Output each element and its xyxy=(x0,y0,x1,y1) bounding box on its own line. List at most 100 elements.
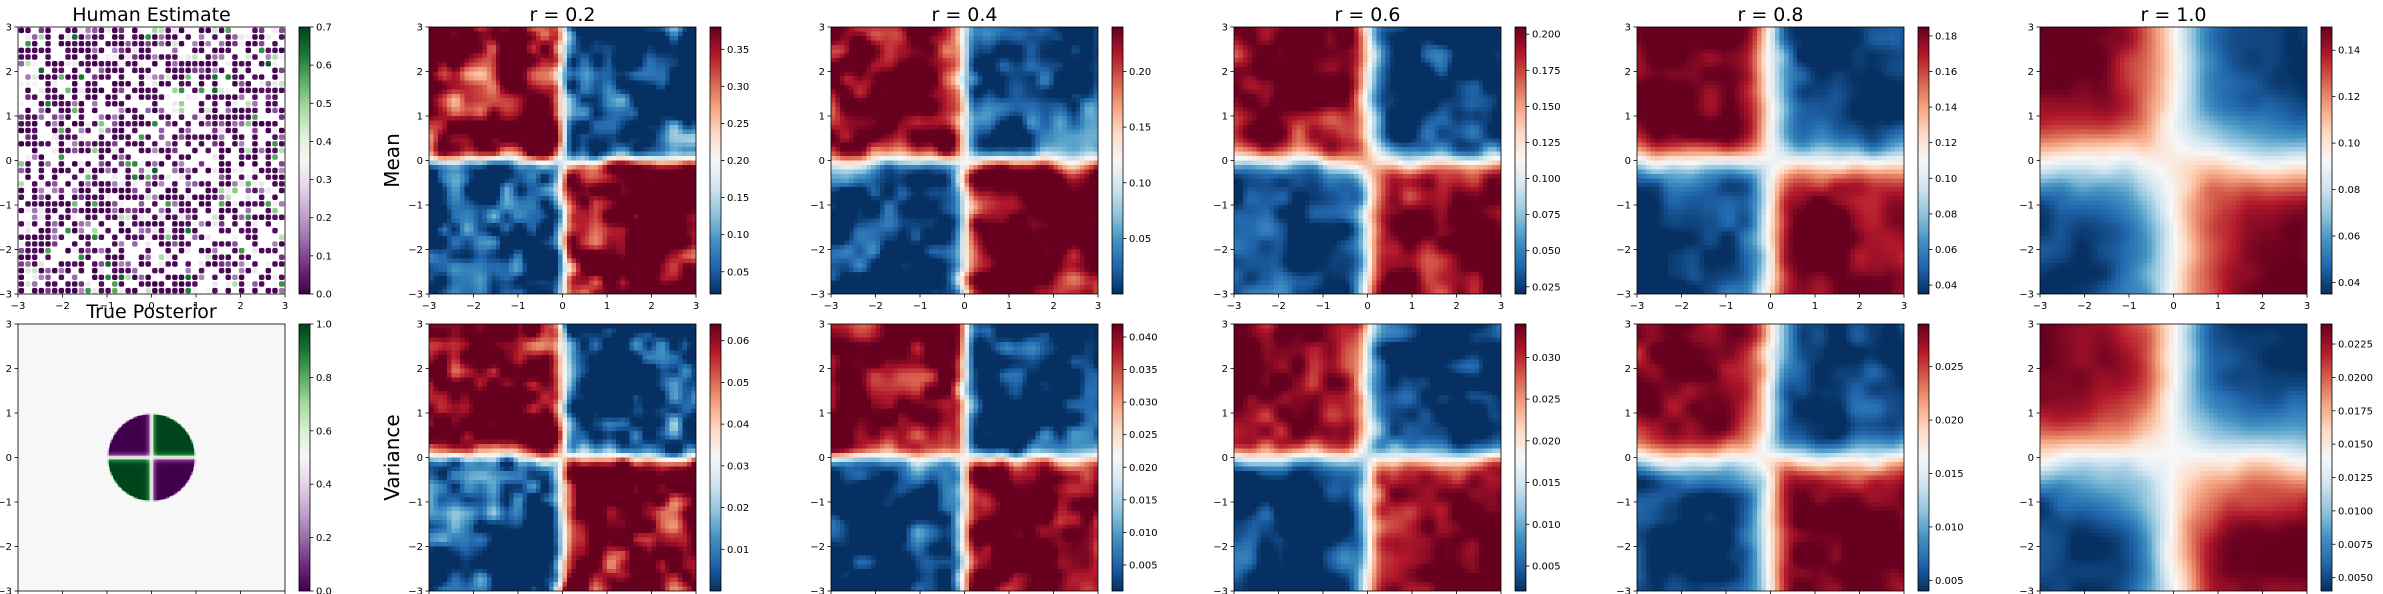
sample-point xyxy=(25,261,31,267)
sample-point xyxy=(265,154,272,160)
sample-point xyxy=(18,254,25,261)
panel-r06-var: −3 −2 −1 0 1 2 3−3 −2 −1 0 1 2 3 0.005 0.010 0.015 0.020… xyxy=(1213,320,1561,594)
y-tick-label: 0 xyxy=(417,156,423,167)
x-tick-label: 3 xyxy=(282,301,288,312)
sample-point xyxy=(65,134,71,140)
sample-point xyxy=(118,261,125,267)
sample-point xyxy=(31,261,38,267)
sample-point xyxy=(272,87,278,94)
sample-point xyxy=(112,27,118,34)
sample-point xyxy=(118,254,125,261)
sample-point xyxy=(272,101,278,107)
sample-point xyxy=(272,60,278,67)
sample-point xyxy=(172,234,178,240)
sample-point xyxy=(205,261,211,267)
sample-point xyxy=(25,167,31,174)
sample-point xyxy=(245,87,252,94)
sample-point xyxy=(45,207,51,214)
colorbar: 0.01 0.02 0.03 0.04 0.05 0.06 xyxy=(709,323,749,592)
sample-point xyxy=(218,187,225,194)
sample-point xyxy=(272,247,278,254)
x-tick-label: −2 xyxy=(2077,301,2092,312)
sample-point xyxy=(118,281,125,287)
sample-point xyxy=(192,287,198,294)
sample-point xyxy=(138,201,145,207)
panel-title: r = 0.6 xyxy=(1334,4,1400,26)
sample-point xyxy=(25,221,31,227)
sample-point xyxy=(38,267,45,274)
sample-point xyxy=(138,161,145,167)
sample-point xyxy=(278,187,285,194)
sample-point xyxy=(238,227,245,234)
sample-point xyxy=(272,127,278,134)
sample-point xyxy=(258,281,265,287)
sample-point xyxy=(58,34,65,40)
sample-point xyxy=(192,274,198,281)
sample-point xyxy=(252,174,258,180)
sample-point xyxy=(65,141,71,147)
sample-point xyxy=(152,167,158,174)
y-tick-label: −3 xyxy=(2019,290,2034,301)
panel-true-posterior: −3 −2 −1 0 1 2 3 −3 −2 −1 0 1 2 3 True Posterior 0.0 0.2… xyxy=(0,301,332,594)
sample-point xyxy=(125,267,131,274)
sample-point xyxy=(105,127,111,134)
sample-point xyxy=(238,141,245,147)
sample-point xyxy=(205,60,211,67)
y-tick-label: 3 xyxy=(1625,23,1631,34)
sample-point xyxy=(118,67,125,74)
sample-point xyxy=(98,87,105,94)
sample-point xyxy=(132,40,138,47)
sample-point xyxy=(38,201,45,207)
sample-point xyxy=(218,121,225,127)
sample-point xyxy=(118,214,125,220)
sample-point xyxy=(31,40,38,47)
sample-point xyxy=(85,187,91,194)
sample-point xyxy=(25,40,31,47)
sample-point xyxy=(232,214,238,220)
sample-point xyxy=(18,47,25,54)
sample-point xyxy=(31,81,38,87)
x-tick-label: 3 xyxy=(693,301,699,312)
sample-point xyxy=(98,207,105,214)
sample-point xyxy=(78,47,85,54)
sample-point xyxy=(218,201,225,207)
sample-point xyxy=(218,194,225,200)
sample-point xyxy=(252,167,258,174)
sample-point xyxy=(172,254,178,261)
sample-point xyxy=(45,81,51,87)
colorbar-tick-label: 0.04 xyxy=(1935,281,1957,292)
sample-point xyxy=(258,74,265,80)
sample-point xyxy=(172,40,178,47)
sample-point xyxy=(118,247,125,254)
colorbar-gradient xyxy=(1918,27,1929,294)
colorbar-tick-label: 0.005 xyxy=(1935,576,1964,587)
sample-point xyxy=(218,241,225,247)
sample-point xyxy=(198,261,205,267)
y-tick-label: 2 xyxy=(1625,364,1631,375)
sample-point xyxy=(158,81,165,87)
sample-point xyxy=(118,54,125,60)
sample-point xyxy=(72,187,78,194)
sample-point xyxy=(212,27,218,34)
colorbar-gradient xyxy=(1515,324,1526,591)
sample-point xyxy=(38,247,45,254)
colorbar-tick-label: 0.02 xyxy=(727,503,749,514)
sample-point xyxy=(265,121,272,127)
sample-point xyxy=(258,214,265,220)
sample-point xyxy=(125,54,131,60)
sample-point xyxy=(238,147,245,154)
sample-point xyxy=(18,281,25,287)
sample-point xyxy=(232,101,238,107)
sample-point xyxy=(112,87,118,94)
sample-point xyxy=(232,221,238,227)
sample-point xyxy=(31,241,38,247)
y-tick-label: 3 xyxy=(417,320,423,331)
colorbar: 0.0 0.2 0.4 0.6 0.8 1.0 xyxy=(298,320,332,594)
y-tick-label: 2 xyxy=(819,364,825,375)
sample-point xyxy=(205,40,211,47)
sample-point xyxy=(138,94,145,100)
sample-point xyxy=(145,167,151,174)
sample-point xyxy=(98,147,105,154)
sample-point xyxy=(78,234,85,240)
sample-point xyxy=(172,134,178,140)
